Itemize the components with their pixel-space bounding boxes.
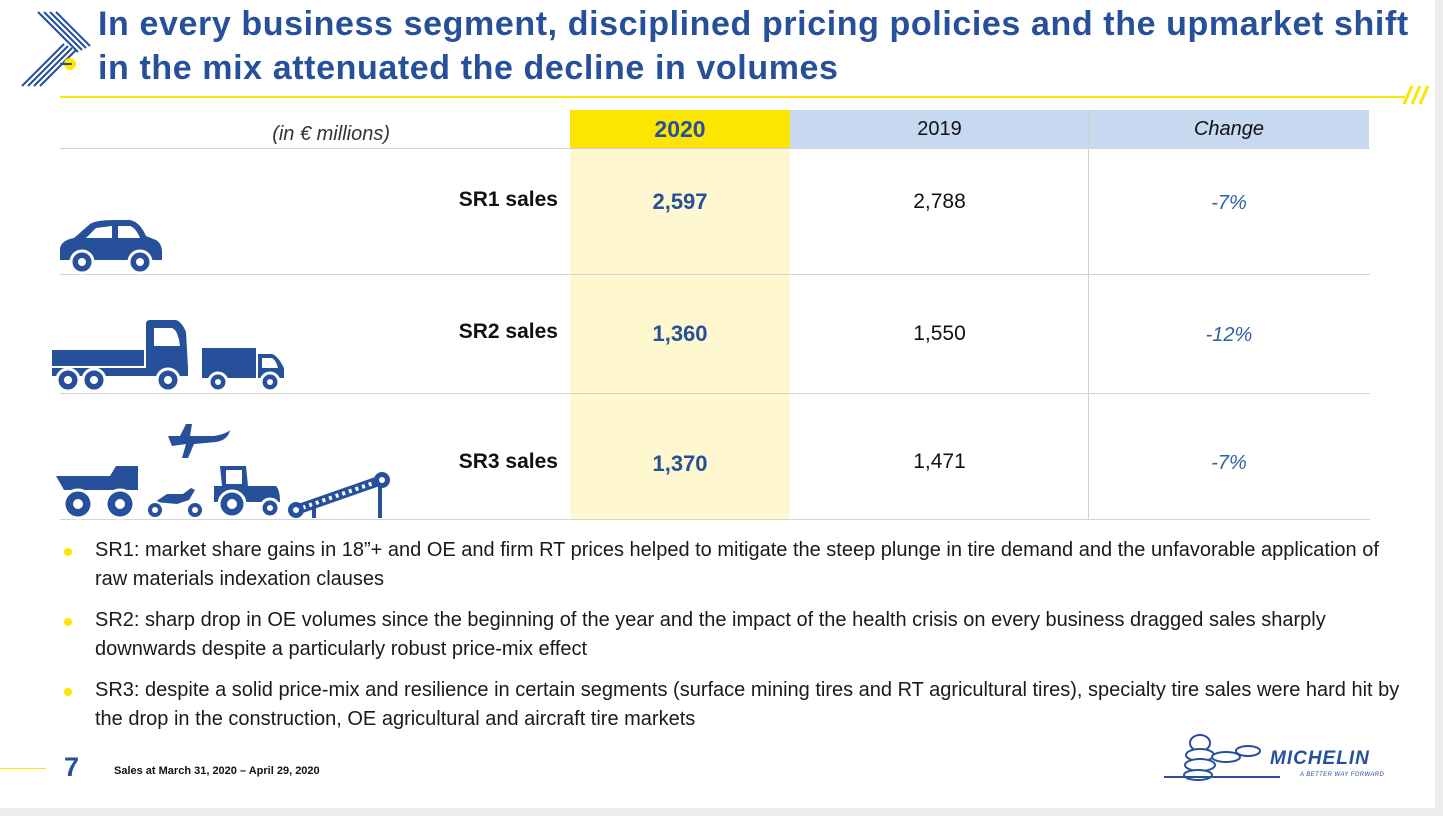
footer-accent-line [0, 768, 46, 769]
value-2019-sr2: 1,550 [913, 322, 966, 345]
value-2020-sr1: 2,597 [652, 189, 708, 214]
row-label-sr1: SR1 sales [458, 188, 558, 211]
value-2020-sr2: 1,360 [652, 321, 708, 346]
column-header-2019: 2019 [790, 110, 1089, 148]
row-divider [60, 148, 1370, 149]
slash-decoration-icon [1402, 85, 1430, 105]
value-2019-sr1: 2,788 [913, 190, 966, 213]
row-label-sr3: SR3 sales [458, 450, 558, 473]
list-item: SR3: despite a solid price-mix and resil… [62, 676, 1402, 734]
bullet-icon [64, 688, 72, 696]
frame-edge [0, 808, 1443, 816]
title-underline [60, 96, 1405, 98]
dump-truck-icon [56, 466, 138, 520]
column-2020-highlight [570, 148, 790, 520]
bullet-icon [64, 618, 72, 626]
footer-note: Sales at March 31, 2020 – April 29, 2020 [114, 765, 320, 777]
list-item: SR1: market share gains in 18”+ and OE a… [62, 536, 1402, 594]
van-icon [202, 348, 284, 393]
tractor-icon [214, 466, 281, 519]
row-divider [60, 519, 1370, 520]
change-sr3: -7% [1211, 452, 1247, 474]
unit-label: (in € millions) [272, 122, 390, 145]
chevron-logo-icon [21, 11, 91, 87]
brand-name: MICHELIN [1270, 748, 1370, 769]
value-2020-sr3: 1,370 [652, 451, 708, 476]
page-number: 7 [64, 752, 80, 782]
row-divider [60, 393, 1370, 394]
row-divider [60, 274, 1370, 275]
commentary-list: SR1: market share gains in 18”+ and OE a… [62, 536, 1402, 746]
brand-tagline: A BETTER WAY FORWARD [1300, 772, 1385, 778]
slide-title: In every business segment, disciplined p… [98, 5, 1409, 87]
row-label-sr2: SR2 sales [458, 320, 558, 343]
column-header-2020: 2020 [570, 110, 790, 148]
value-2019-sr3: 1,471 [913, 450, 966, 473]
column-divider [1088, 110, 1089, 520]
motorcycle-icon [146, 488, 204, 519]
bullet-icon [64, 548, 72, 556]
frame-edge [1435, 0, 1443, 816]
car-icon [60, 220, 162, 275]
change-sr1: -7% [1211, 192, 1247, 214]
truck-icon [52, 320, 188, 393]
conveyor-icon [288, 472, 390, 518]
column-header-change: Change [1089, 110, 1369, 148]
change-sr2: -12% [1205, 324, 1253, 346]
airplane-icon [168, 424, 230, 458]
michelin-logo-icon [1164, 734, 1280, 781]
list-item: SR2: sharp drop in OE volumes since the … [62, 606, 1402, 664]
